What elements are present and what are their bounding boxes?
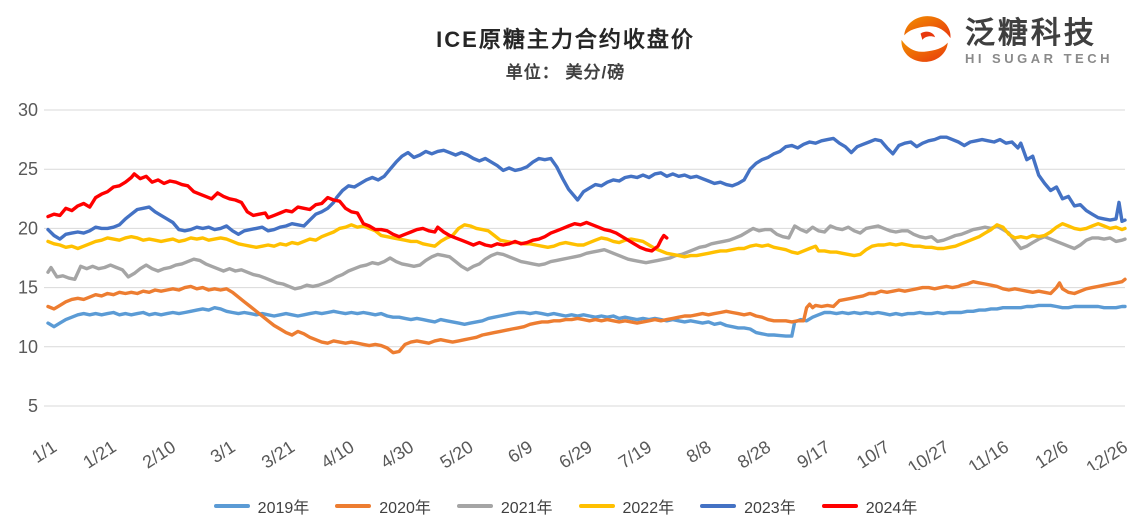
series-line-2022年 — [46, 221, 1127, 259]
legend-item-2023年: 2023年 — [700, 494, 796, 518]
price-line-chart: 30 25 20 15 10 5 1/1 1/21 2/10 3/1 3/21 4/10 4/30 5/2… — [18, 100, 1131, 470]
x-tick-10-7: 10/7 — [853, 437, 893, 470]
legend-label-2023年: 2023年 — [744, 500, 796, 517]
logo-company-name-en: HI SUGAR TECH — [964, 50, 1113, 66]
x-tick-4-10: 4/10 — [317, 437, 357, 470]
y-tick-15: 15 — [18, 278, 38, 298]
x-tick-3-1: 3/1 — [207, 437, 239, 467]
series-line-2023年 — [46, 135, 1127, 241]
y-tick-20: 20 — [18, 218, 38, 238]
x-tick-12-6: 12/6 — [1031, 437, 1071, 470]
legend-label-2020年: 2020年 — [379, 500, 431, 517]
series-line-2024年 — [46, 172, 669, 253]
x-tick-5-20: 5/20 — [436, 437, 476, 470]
x-tick-8-28: 8/28 — [734, 437, 774, 470]
logo-swirl-icon — [897, 10, 955, 73]
x-tick-3-21: 3/21 — [258, 437, 298, 470]
legend-swatch-2019年 — [213, 504, 250, 508]
x-tick-4-30: 4/30 — [377, 437, 417, 470]
legend-swatch-2022年 — [578, 504, 615, 508]
legend-label-2022年: 2022年 — [622, 500, 675, 517]
chart-subtitle: 单位： 美分/磅 — [505, 63, 626, 82]
legend-item-2021年: 2021年 — [456, 494, 553, 518]
legend-label-2021年: 2021年 — [500, 500, 553, 517]
x-tick-11-16: 11/16 — [965, 437, 1013, 470]
legend-item-2020年: 2020年 — [335, 494, 431, 518]
legend-swatch-2023年 — [700, 504, 737, 508]
series-line-2019年 — [46, 303, 1127, 338]
legend-item-2024年: 2024年 — [821, 494, 918, 518]
hi-sugar-tech-logo: 泛糖科技 HI SUGAR TECH — [897, 10, 1113, 73]
x-tick-7-19: 7/19 — [615, 437, 655, 470]
x-tick-6-29: 6/29 — [555, 437, 595, 470]
chart-title: ICE原糖主力合约收盘价 — [436, 27, 695, 52]
x-tick-1-1: 1/1 — [28, 437, 60, 467]
y-tick-25: 25 — [18, 159, 38, 179]
legend-swatch-2020年 — [335, 504, 372, 508]
legend-swatch-2021年 — [456, 504, 493, 508]
legend-item-2019年: 2019年 — [213, 494, 310, 518]
x-tick-6-9: 6/9 — [504, 437, 536, 467]
x-tick-1-21: 1/21 — [79, 437, 119, 470]
y-tick-30: 30 — [18, 100, 38, 120]
x-tick-8-8: 8/8 — [683, 437, 715, 467]
legend-swatch-2024年 — [821, 504, 858, 508]
legend-item-2022年: 2022年 — [578, 494, 675, 518]
legend-label-2019年: 2019年 — [257, 500, 310, 517]
x-tick-10-27: 10/27 — [904, 437, 953, 470]
x-tick-9-17: 9/17 — [793, 437, 833, 470]
series-line-2020年 — [46, 277, 1127, 355]
series-line-2021年 — [46, 224, 1127, 291]
legend-label-2024年: 2024年 — [865, 500, 918, 517]
y-tick-10: 10 — [18, 337, 38, 357]
logo-company-name: 泛糖科技 — [964, 16, 1097, 50]
y-tick-5: 5 — [28, 396, 38, 416]
x-tick-12-26: 12/26 — [1083, 437, 1131, 470]
x-tick-2-10: 2/10 — [139, 437, 179, 470]
chart-legend: 2019年 2020年 2021年 2022年 2023年 2024年 — [0, 494, 1131, 518]
